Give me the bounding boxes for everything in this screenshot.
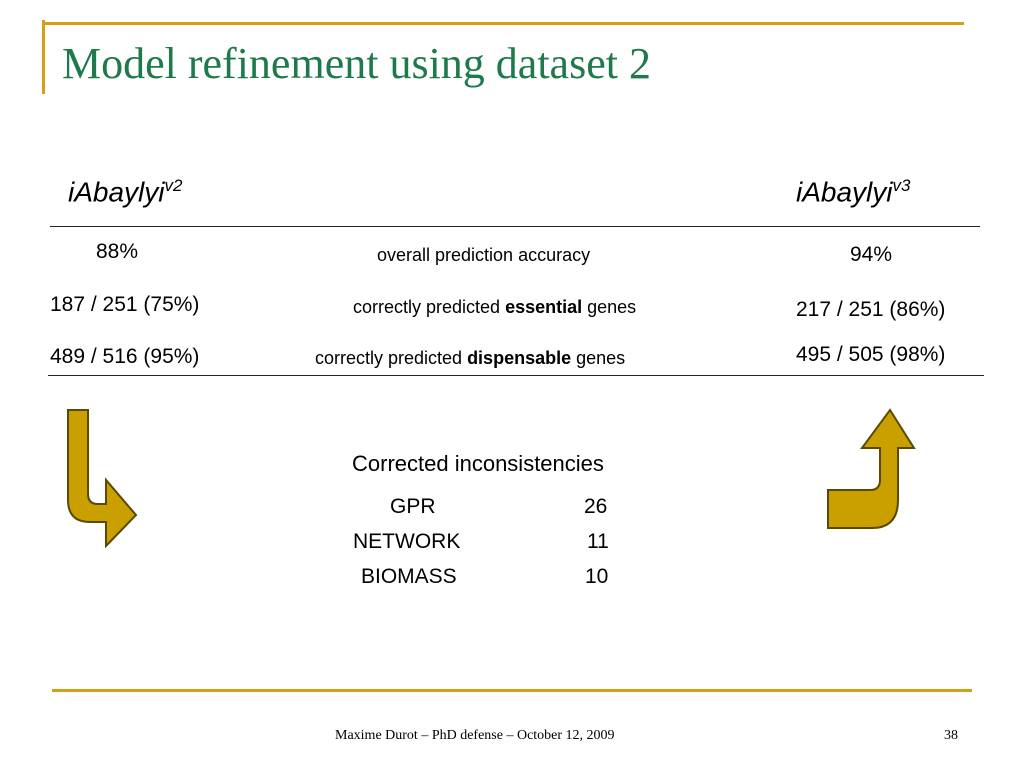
curved-down-right-arrow-icon [67, 409, 138, 548]
correction-type-network: NETWORK [353, 530, 461, 553]
page-number: 38 [944, 728, 958, 743]
correction-type-biomass: BIOMASS [361, 565, 457, 588]
row3-right-value: 495 / 505 (98%) [796, 343, 946, 366]
row2-label-post: genes [582, 297, 637, 317]
model-right-name: iAbaylyi [796, 176, 893, 208]
correction-count-network: 11 [587, 530, 609, 553]
row2-label-bold: essential [505, 297, 583, 317]
row1-right-value: 94% [850, 243, 893, 266]
curved-up-right-arrow-icon [827, 408, 916, 529]
row1-left-value: 88% [96, 240, 139, 263]
arrow-left-shape [67, 409, 138, 548]
row1-label-text: overall prediction accuracy [377, 245, 591, 265]
arrow-right-shape [827, 408, 916, 529]
model-left-name: iAbaylyi [68, 176, 165, 208]
row2-label: correctly predicted essential genes [353, 297, 636, 318]
table-bottom-rule [48, 375, 984, 376]
correction-type-gpr: GPR [390, 495, 436, 518]
top-accent-line [42, 22, 964, 25]
corrections-title: Corrected inconsistencies [352, 451, 604, 476]
row1-label: overall prediction accuracy [377, 245, 590, 266]
row2-label-pre: correctly predicted [353, 297, 506, 317]
model-left-version: v2 [164, 176, 183, 195]
row3-label-pre: correctly predicted [315, 348, 468, 368]
footer-text: Maxime Durot – PhD defense – October 12,… [335, 728, 615, 743]
row3-label-post: genes [571, 348, 626, 368]
model-right: iAbaylyiv3 [796, 176, 910, 208]
row3-label: correctly predicted dispensable genes [315, 348, 625, 369]
correction-count-gpr: 26 [584, 495, 608, 518]
left-accent-line [42, 20, 45, 94]
model-left: iAbaylyiv2 [68, 176, 182, 208]
model-right-version: v3 [892, 176, 911, 195]
row3-label-bold: dispensable [467, 348, 572, 368]
footer-accent-line [52, 689, 972, 692]
row2-left-value: 187 / 251 (75%) [50, 293, 200, 316]
slide-title: Model refinement using dataset 2 [62, 39, 651, 88]
row2-right-value: 217 / 251 (86%) [796, 298, 946, 321]
row3-left-value: 489 / 516 (95%) [50, 345, 200, 368]
table-top-rule [50, 226, 980, 227]
correction-count-biomass: 10 [585, 565, 609, 588]
